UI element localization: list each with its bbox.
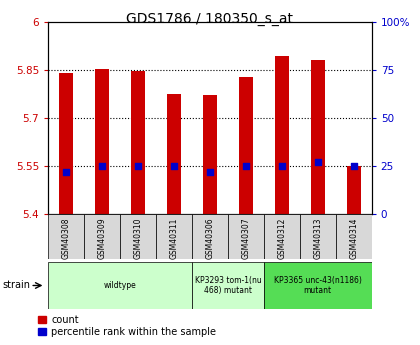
Point — [315, 159, 321, 165]
Bar — [84, 214, 120, 259]
Bar — [156, 214, 192, 259]
Text: wildtype: wildtype — [104, 281, 136, 290]
Bar — [228, 214, 264, 259]
Text: GSM40309: GSM40309 — [98, 217, 107, 259]
Bar — [264, 262, 372, 309]
Bar — [300, 214, 336, 259]
Bar — [239, 77, 253, 214]
Bar — [120, 214, 156, 259]
Bar — [95, 69, 109, 214]
Point — [63, 169, 70, 175]
Bar — [131, 71, 145, 214]
Legend: count, percentile rank within the sample: count, percentile rank within the sample — [39, 315, 216, 337]
Point — [278, 163, 285, 169]
Bar — [311, 60, 325, 214]
Bar — [203, 95, 217, 214]
Bar — [48, 214, 84, 259]
Text: GDS1786 / 180350_s_at: GDS1786 / 180350_s_at — [126, 12, 294, 26]
Text: GSM40314: GSM40314 — [349, 217, 358, 259]
Bar — [167, 94, 181, 214]
Bar — [192, 262, 264, 309]
Text: GSM40312: GSM40312 — [277, 217, 286, 259]
Text: GSM40311: GSM40311 — [170, 217, 178, 259]
Text: KP3293 tom-1(nu
468) mutant: KP3293 tom-1(nu 468) mutant — [194, 276, 261, 295]
Text: KP3365 unc-43(n1186)
mutant: KP3365 unc-43(n1186) mutant — [274, 276, 362, 295]
Text: GSM40310: GSM40310 — [134, 217, 143, 259]
Text: GSM40306: GSM40306 — [205, 217, 215, 259]
Point — [207, 169, 213, 175]
Point — [243, 163, 249, 169]
Bar — [336, 214, 372, 259]
Point — [99, 163, 105, 169]
Point — [135, 163, 142, 169]
Bar — [264, 214, 300, 259]
Text: GSM40308: GSM40308 — [62, 217, 71, 259]
Text: strain: strain — [2, 280, 30, 290]
Bar — [346, 166, 361, 214]
Bar — [192, 214, 228, 259]
Text: GSM40313: GSM40313 — [313, 217, 322, 259]
Bar — [59, 73, 74, 214]
Bar — [275, 56, 289, 214]
Point — [171, 163, 177, 169]
Point — [350, 163, 357, 169]
Text: GSM40307: GSM40307 — [241, 217, 250, 259]
Bar — [48, 262, 192, 309]
